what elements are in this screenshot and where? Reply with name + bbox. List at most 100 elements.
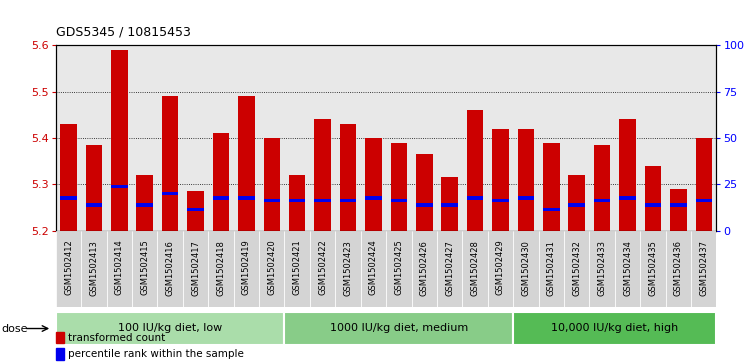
Bar: [56, 348, 64, 359]
Text: GDS5345 / 10815453: GDS5345 / 10815453: [56, 25, 190, 38]
FancyBboxPatch shape: [488, 231, 513, 307]
Bar: [340, 199, 356, 202]
Bar: [60, 124, 77, 231]
Bar: [416, 203, 432, 207]
Bar: [60, 196, 77, 200]
Bar: [670, 189, 687, 231]
FancyBboxPatch shape: [437, 231, 462, 307]
Bar: [86, 203, 102, 207]
Bar: [136, 175, 153, 231]
FancyBboxPatch shape: [539, 231, 564, 307]
Bar: [543, 208, 559, 211]
Bar: [187, 191, 204, 231]
Text: transformed count: transformed count: [68, 333, 165, 343]
Text: GSM1502429: GSM1502429: [496, 240, 505, 295]
FancyBboxPatch shape: [310, 231, 336, 307]
FancyBboxPatch shape: [615, 231, 641, 307]
Bar: [263, 138, 280, 231]
FancyBboxPatch shape: [589, 231, 615, 307]
Text: GSM1502433: GSM1502433: [597, 240, 606, 295]
Bar: [466, 196, 484, 200]
Bar: [696, 199, 712, 202]
Text: GSM1502413: GSM1502413: [89, 240, 98, 295]
Text: GSM1502419: GSM1502419: [242, 240, 251, 295]
FancyBboxPatch shape: [259, 231, 284, 307]
Text: GSM1502435: GSM1502435: [649, 240, 658, 295]
Bar: [645, 203, 661, 207]
Bar: [213, 133, 229, 231]
Bar: [543, 143, 559, 231]
Bar: [162, 192, 179, 195]
Text: GSM1502420: GSM1502420: [267, 240, 276, 295]
FancyBboxPatch shape: [691, 231, 716, 307]
Text: GSM1502423: GSM1502423: [344, 240, 353, 295]
FancyBboxPatch shape: [208, 231, 234, 307]
Text: GSM1502432: GSM1502432: [572, 240, 581, 295]
Text: GSM1502427: GSM1502427: [445, 240, 454, 295]
Bar: [391, 199, 407, 202]
Bar: [493, 199, 509, 202]
Bar: [568, 203, 585, 207]
FancyBboxPatch shape: [56, 231, 81, 307]
Bar: [136, 203, 153, 207]
FancyBboxPatch shape: [106, 231, 132, 307]
Bar: [111, 185, 127, 188]
Bar: [568, 175, 585, 231]
Text: GSM1502421: GSM1502421: [292, 240, 302, 295]
Text: GSM1502424: GSM1502424: [369, 240, 378, 295]
FancyBboxPatch shape: [386, 231, 411, 307]
Bar: [365, 196, 382, 200]
Text: GSM1502422: GSM1502422: [318, 240, 327, 295]
Bar: [619, 119, 636, 231]
FancyBboxPatch shape: [158, 231, 183, 307]
Text: GSM1502434: GSM1502434: [623, 240, 632, 295]
Bar: [263, 199, 280, 202]
Bar: [594, 145, 610, 231]
Text: GSM1502412: GSM1502412: [64, 240, 73, 295]
Bar: [441, 177, 458, 231]
FancyBboxPatch shape: [336, 231, 361, 307]
Bar: [619, 196, 636, 200]
Text: GSM1502425: GSM1502425: [394, 240, 403, 295]
FancyBboxPatch shape: [513, 231, 539, 307]
Text: 10,000 IU/kg diet, high: 10,000 IU/kg diet, high: [551, 323, 679, 333]
Bar: [289, 199, 306, 202]
FancyBboxPatch shape: [284, 312, 513, 345]
Text: GSM1502431: GSM1502431: [547, 240, 556, 295]
Text: GSM1502415: GSM1502415: [140, 240, 150, 295]
FancyBboxPatch shape: [462, 231, 488, 307]
FancyBboxPatch shape: [284, 231, 310, 307]
Bar: [111, 50, 127, 231]
Text: GSM1502437: GSM1502437: [699, 240, 708, 295]
Text: dose: dose: [1, 323, 28, 334]
Text: GSM1502418: GSM1502418: [217, 240, 225, 295]
Text: GSM1502428: GSM1502428: [470, 240, 480, 295]
FancyBboxPatch shape: [132, 231, 158, 307]
Bar: [162, 96, 179, 231]
Bar: [213, 196, 229, 200]
Bar: [493, 129, 509, 231]
FancyBboxPatch shape: [564, 231, 589, 307]
Bar: [594, 199, 610, 202]
Bar: [315, 119, 331, 231]
Bar: [56, 332, 64, 343]
Bar: [187, 208, 204, 211]
Bar: [315, 199, 331, 202]
Text: percentile rank within the sample: percentile rank within the sample: [68, 349, 243, 359]
Text: 100 IU/kg diet, low: 100 IU/kg diet, low: [118, 323, 222, 333]
Bar: [391, 143, 407, 231]
FancyBboxPatch shape: [361, 231, 386, 307]
Bar: [670, 203, 687, 207]
Bar: [441, 203, 458, 207]
FancyBboxPatch shape: [81, 231, 106, 307]
Bar: [416, 154, 432, 231]
Bar: [238, 196, 254, 200]
Text: GSM1502426: GSM1502426: [420, 240, 429, 295]
Bar: [289, 175, 306, 231]
Bar: [518, 129, 534, 231]
Bar: [645, 166, 661, 231]
Bar: [340, 124, 356, 231]
Bar: [86, 145, 102, 231]
FancyBboxPatch shape: [56, 312, 284, 345]
Text: GSM1502430: GSM1502430: [522, 240, 530, 295]
